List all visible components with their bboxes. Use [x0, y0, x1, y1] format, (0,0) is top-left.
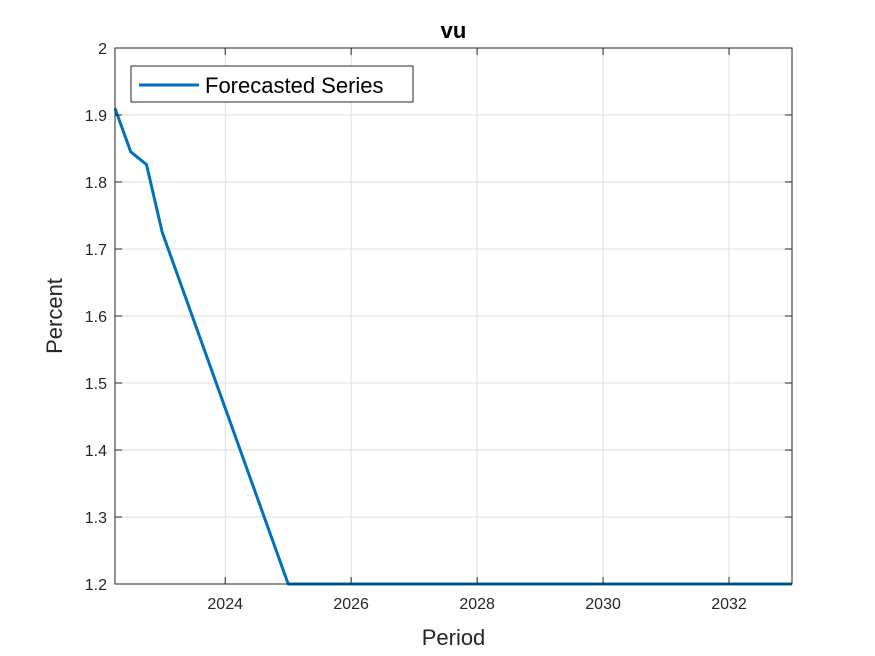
y-tick-label: 1.5 [85, 376, 107, 393]
y-tick-label: 1.8 [85, 175, 107, 192]
x-tick-label: 2026 [333, 596, 369, 613]
tick-marks [115, 47, 792, 585]
legend: Forecasted Series [130, 65, 414, 103]
y-axis-label: Percent [42, 278, 67, 354]
y-tick-label: 1.2 [85, 577, 107, 594]
x-tick-label: 2032 [711, 596, 747, 613]
tick-labels: 2024 2026 2028 2030 2032 1.2 1.3 1.4 1.5 1.6 1.7 1.… [85, 41, 747, 613]
chart-title: vu [441, 18, 467, 43]
x-axis-label: Period [422, 625, 486, 650]
y-tick-label: 2 [98, 41, 107, 58]
y-tick-label: 1.3 [85, 510, 107, 527]
y-tick-label: 1.6 [85, 309, 107, 326]
x-tick-label: 2028 [459, 596, 495, 613]
y-tick-label: 1.9 [85, 108, 107, 125]
legend-entry: Forecasted Series [205, 73, 384, 98]
x-tick-label: 2030 [585, 596, 621, 613]
x-tick-label: 2024 [207, 596, 243, 613]
y-tick-label: 1.4 [85, 443, 107, 460]
y-tick-label: 1.7 [85, 242, 107, 259]
